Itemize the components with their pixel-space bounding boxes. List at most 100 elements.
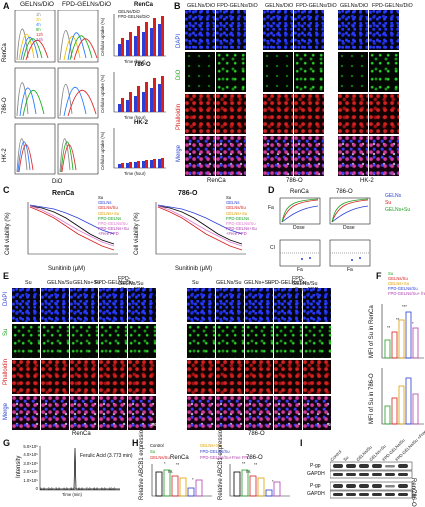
b-micrograph bbox=[369, 136, 399, 176]
e-row-phalloidin: Phalloidin bbox=[3, 358, 9, 385]
panel-label-g: G bbox=[3, 438, 11, 448]
c-legend-entry: +Free FPD bbox=[226, 231, 247, 237]
h-bar-charts bbox=[151, 464, 290, 497]
g-peak-label: Ferulic Acid (3.773 min) bbox=[80, 453, 133, 459]
e-micrograph bbox=[128, 396, 156, 430]
b-micrograph bbox=[369, 10, 399, 50]
e-col-gelns-su-2: GELNs/Su bbox=[216, 280, 242, 286]
b-micrograph bbox=[338, 94, 368, 134]
h-legend-entry: Control bbox=[150, 443, 164, 448]
a-row-786o: 786-O bbox=[2, 97, 8, 114]
h-ylabel-1: Relative ABCB1 expression bbox=[139, 426, 145, 500]
panel-label-h: H bbox=[132, 438, 139, 448]
g-x-tick: 9.0 bbox=[100, 487, 106, 491]
a-legend-24h: 24h bbox=[36, 37, 43, 42]
e-col-gelns-su-1: GELNs/Su bbox=[47, 280, 73, 286]
e-micrograph bbox=[12, 396, 40, 430]
b-micrograph bbox=[216, 52, 246, 92]
h-legend-entry: GELNs+Su bbox=[200, 443, 222, 448]
d-ci-1: CI bbox=[270, 245, 275, 251]
h-sig-7: ns bbox=[246, 469, 251, 474]
h-sig-6: ** bbox=[254, 462, 258, 467]
e-col-fpd-gelns-su-2: FPD-GELNs/Su bbox=[268, 280, 307, 286]
c-title-786o: 786-O bbox=[178, 190, 198, 197]
b-micrograph bbox=[369, 52, 399, 92]
g-y-tick: 0 bbox=[35, 486, 38, 491]
e-micrograph bbox=[70, 288, 98, 322]
b-col-5: GELNs/DiO bbox=[340, 3, 369, 9]
a-histograms bbox=[14, 10, 99, 175]
a-legend-2h: 2h bbox=[36, 17, 41, 22]
b-micrograph bbox=[185, 52, 215, 92]
g-x-tick: 7.0 bbox=[85, 487, 91, 491]
e-micrograph bbox=[303, 288, 331, 322]
d-title-786o: 786-O bbox=[336, 189, 353, 195]
a-bar-title-hk2: HK-2 bbox=[134, 120, 149, 126]
f-legend-entry: GELNs/Su bbox=[388, 276, 408, 281]
panel-label-i: I bbox=[300, 438, 303, 448]
d-title-renca: RenCa bbox=[290, 189, 309, 195]
h-legend-entry: GELNs/Su bbox=[150, 455, 170, 460]
g-x-tick: 3.0 bbox=[55, 487, 61, 491]
f-sig-1: ** bbox=[387, 325, 391, 330]
a-bar-xlabel-3: Time (hour) bbox=[124, 171, 146, 176]
b-row-phalloidin: Phalloidin bbox=[176, 103, 182, 130]
f-legend-entry: GELNs+Su bbox=[388, 281, 410, 286]
b-micrograph bbox=[263, 10, 293, 50]
g-y-tick: 3.0×10⁵ bbox=[23, 460, 38, 466]
b-micrograph bbox=[263, 94, 293, 134]
c-ylabel-1: Cell viability (%) bbox=[5, 212, 11, 255]
e-micrograph bbox=[303, 324, 331, 358]
e-micrograph bbox=[41, 288, 69, 322]
a-col-header-2: FPD-GELNs/DiO bbox=[62, 1, 112, 8]
a-x-label: DiO bbox=[52, 179, 63, 185]
c-legend-entry: FPD-GELNs+Su bbox=[226, 226, 257, 232]
e-micrograph bbox=[216, 396, 244, 430]
e-micrograph bbox=[41, 396, 69, 430]
e-cell-renca: RenCa bbox=[72, 431, 91, 437]
d-legend-su: Su bbox=[385, 200, 392, 206]
e-micrograph bbox=[70, 324, 98, 358]
e-micrograph bbox=[187, 360, 215, 394]
b-row-merge: Merge bbox=[176, 144, 182, 162]
c-legend-entry: Su bbox=[226, 195, 232, 200]
h-sig-5: ** bbox=[242, 461, 246, 466]
e-micrograph bbox=[245, 396, 273, 430]
b-micrograph bbox=[185, 94, 215, 134]
a-bar-charts bbox=[113, 14, 166, 169]
b-micrograph bbox=[216, 136, 246, 176]
c-xlabel-1: Sunitinib (μM) bbox=[48, 266, 86, 272]
c-legend-entry: GELNs/Su bbox=[226, 205, 246, 211]
e-micrograph bbox=[187, 288, 215, 322]
f-legend-entry: FPD-GELNs/Su+ free FPD bbox=[388, 291, 425, 296]
e-row-dapi: DAPI bbox=[3, 291, 9, 306]
e-micrograph bbox=[245, 360, 273, 394]
e-micrograph bbox=[274, 396, 302, 430]
e-col-su-1: Su bbox=[25, 280, 32, 286]
a-bar-xlabel-2: Time (hour) bbox=[124, 115, 146, 120]
b-micrograph bbox=[216, 10, 246, 50]
g-y-tick: 1.0×10⁵ bbox=[23, 477, 38, 483]
a-col-header-1: GELNs/DiO bbox=[20, 1, 54, 8]
c-legend-entry: FPD-GELNs+Su bbox=[98, 226, 129, 232]
a-bar-ylabel-1: Cellular uptake (%) bbox=[100, 17, 105, 56]
h-legend-entry: FPD-GELNs/Su+Free FPD bbox=[200, 455, 251, 460]
e-col-su-2: Su bbox=[192, 280, 199, 286]
e-micrograph bbox=[128, 360, 156, 394]
e-scale-1: 100μm bbox=[150, 422, 163, 427]
e-micrograph bbox=[12, 288, 40, 322]
b-row-dio: DiO bbox=[176, 69, 182, 80]
d-legend-gelns: GELNs bbox=[385, 193, 402, 199]
e-col-gelnsplus-su-1: GELNs+Su bbox=[73, 280, 101, 286]
a-legend-4h: 4h bbox=[36, 22, 41, 27]
b-micrograph bbox=[338, 52, 368, 92]
d-fa-1: Fa bbox=[268, 205, 274, 211]
h-legend-entry: Su bbox=[150, 449, 156, 454]
i-band-gapdh-1: GAPDH bbox=[307, 471, 325, 477]
d-fa-2: Fa bbox=[297, 267, 303, 273]
a-row-renca: RenCa bbox=[2, 43, 8, 62]
g-x-tick: 4.0 bbox=[62, 487, 68, 491]
i-western-blots bbox=[330, 461, 413, 499]
i-band-gapdh-2: GAPDH bbox=[307, 491, 325, 497]
i-cell-786o: 786-O bbox=[410, 490, 416, 507]
